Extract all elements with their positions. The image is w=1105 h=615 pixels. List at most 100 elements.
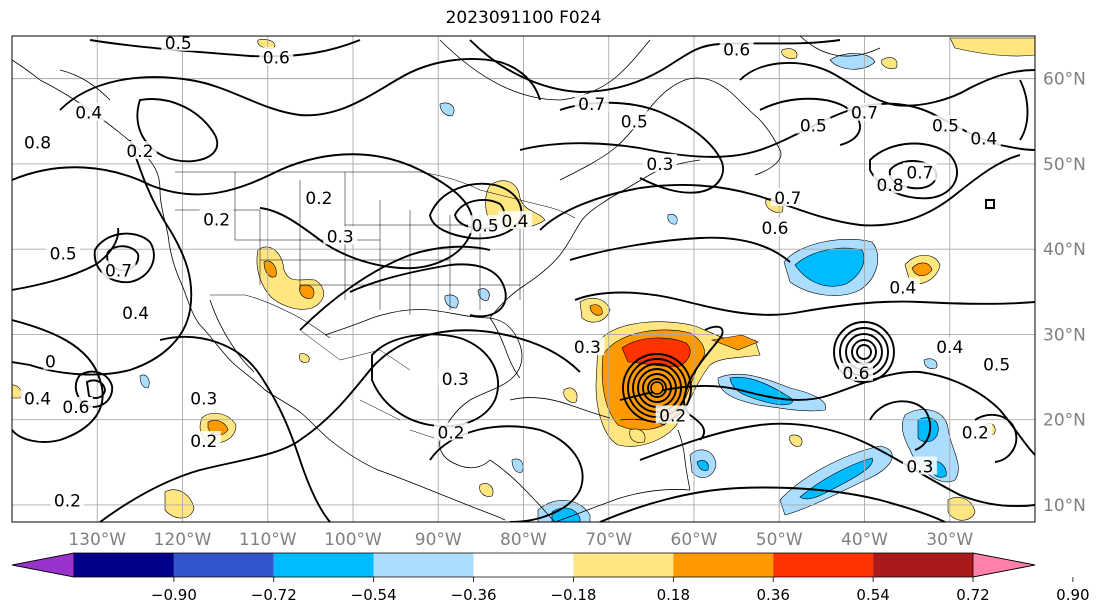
contour-label-bg <box>199 209 234 228</box>
coast-pacific-nw <box>39 79 506 521</box>
contour-label-bg <box>719 39 754 58</box>
contour-label: 0.6 <box>761 219 788 239</box>
contour-label-bg <box>570 337 605 356</box>
coast-florida <box>489 317 521 379</box>
colorbar-tick-label: 0.72 <box>956 586 989 604</box>
contour-line <box>985 199 995 209</box>
contour-label: 0.6 <box>263 48 290 68</box>
contour-label-bg <box>186 388 221 407</box>
contour-label-bg <box>617 111 652 130</box>
lat-tick-label: 10°N <box>1043 496 1086 516</box>
contour-label-bg <box>259 47 294 66</box>
contour-line <box>1019 79 1029 141</box>
shading-blue-carib-b <box>696 460 709 471</box>
contour-label-bg <box>118 303 153 322</box>
lon-tick-label: 80°W <box>500 530 547 550</box>
shading-blue-small-7 <box>139 374 150 389</box>
contour-line <box>469 39 841 93</box>
mexico-states <box>299 329 441 441</box>
contour-label: 0.2 <box>438 423 465 443</box>
contour-ring <box>856 344 872 360</box>
lon-tick-label: 60°W <box>671 530 718 550</box>
coast-east-us <box>489 159 701 319</box>
map-frame <box>11 35 1036 523</box>
map-area: 0.50.6 0.60.40.8 0.20.70.50.30.50.70.50.40… <box>12 34 1035 522</box>
lon-tick-label: 110°W <box>239 530 297 550</box>
contour-label-bg <box>958 422 993 441</box>
colorbar-segment <box>273 553 374 577</box>
contour-label: 0.2 <box>203 210 230 230</box>
contour-line <box>12 153 474 270</box>
contour-label: 0.4 <box>122 304 149 324</box>
colorbar-segment <box>873 553 973 577</box>
colorbar-segment <box>673 553 774 577</box>
contour-label: 0.3 <box>442 370 469 390</box>
colorbar-tick-label: −0.18 <box>550 586 596 604</box>
contour-label: 0.5 <box>800 117 827 137</box>
contour-label: 0.7 <box>774 189 801 209</box>
contour-label: 0.4 <box>24 389 51 409</box>
contour-label-bg <box>301 188 336 206</box>
contour-label: 0.8 <box>877 176 904 196</box>
coast-hispaniola <box>619 418 666 426</box>
shading-orange-plains <box>263 260 277 278</box>
colorbar-tick-label: −0.36 <box>451 586 497 604</box>
colorbar-extend-high <box>972 552 1036 578</box>
contour-label-bg <box>902 456 937 475</box>
contour-line <box>12 227 120 291</box>
contour-label-bg <box>101 260 136 279</box>
contour-label-bg <box>928 115 963 134</box>
contour-line <box>349 263 507 318</box>
lon-axis-labels: 130°W 120°W 110°W 100°W 90°W 80°W 70°W 60°W 50°W… <box>68 530 973 550</box>
contour-label-bg <box>161 36 196 51</box>
contour-line <box>639 422 1035 508</box>
shading-yellow-small-11 <box>299 353 310 363</box>
contour-line <box>574 291 1035 316</box>
contour-label-bg <box>885 277 920 296</box>
shading-blue-small-8 <box>444 294 459 309</box>
coast-gulf <box>324 309 523 469</box>
lon-tick-label: 130°W <box>68 530 126 550</box>
colorbar-segment <box>573 553 674 577</box>
contour-label: 0.5 <box>165 34 192 54</box>
shading-blue-small-6 <box>923 358 938 369</box>
colorbar-tick-label: 0.54 <box>856 586 889 604</box>
colorbar-outline <box>11 552 1036 578</box>
lat-tick-label: 50°N <box>1043 155 1086 175</box>
contour-line <box>299 245 491 331</box>
contour-label: 0.5 <box>50 244 77 264</box>
shading-yellow-small-6 <box>164 489 195 519</box>
contour-line <box>869 400 932 451</box>
contour-line <box>12 319 104 443</box>
contour-label: 0.5 <box>621 112 648 132</box>
shading-blue-se-2 <box>901 409 959 483</box>
contour-label-bg <box>186 431 221 449</box>
coast-baja <box>209 299 255 373</box>
lon-tick-label: 50°W <box>756 530 803 550</box>
coast-antilles <box>677 429 691 491</box>
contour-ring <box>647 378 667 398</box>
shading-warm-cap <box>710 334 759 351</box>
contour-label: 0.2 <box>54 492 81 512</box>
contour-label: 0.4 <box>936 338 963 358</box>
contour-line <box>739 62 1035 107</box>
contour-label: 0.6 <box>723 41 750 61</box>
contour-label: 0.4 <box>501 212 528 232</box>
contour-line <box>74 370 113 408</box>
contour-line <box>136 98 219 163</box>
contour-label: 0.3 <box>327 227 354 247</box>
coast-alaska <box>12 59 111 101</box>
colorbar: −0.90 −0.72 −0.54 −0.36 −0.18 0.18 0.36 0.54 0.7… <box>11 552 1090 604</box>
colorbar-segment <box>773 553 874 577</box>
lon-tick-label: 40°W <box>841 530 888 550</box>
lon-tick-label: 70°W <box>585 530 632 550</box>
contour-label-bg <box>574 94 609 113</box>
contour-line <box>159 336 331 522</box>
colorbar-tick-label: −0.90 <box>151 586 197 604</box>
contour-line <box>974 413 1018 463</box>
colorbar-tick-label: 0.18 <box>657 586 690 604</box>
contour-label: 0.5 <box>932 117 959 137</box>
contour-label-bg <box>642 153 677 172</box>
contour-label: 0.2 <box>126 142 153 162</box>
border-us-canada <box>175 171 576 219</box>
